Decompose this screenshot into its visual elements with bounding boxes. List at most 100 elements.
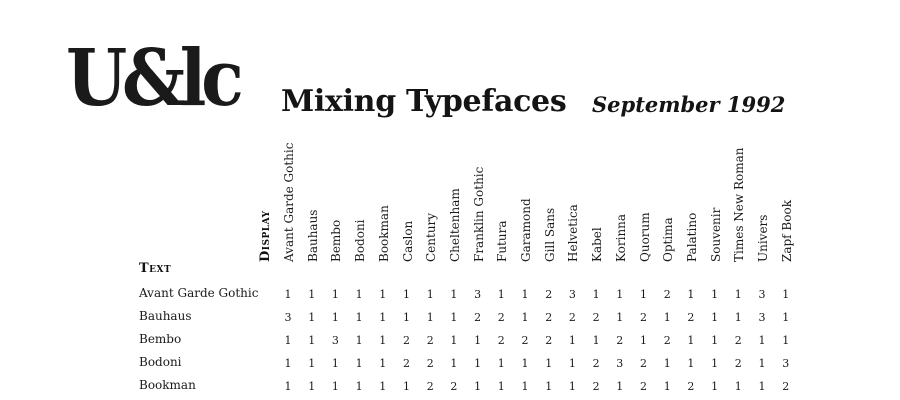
rating-cell: 2 [474, 311, 482, 324]
rating-cell: 1 [758, 357, 766, 370]
rating-cell: 1 [308, 357, 316, 370]
column-header: Quorum [637, 212, 652, 262]
rating-cell: 1 [711, 334, 719, 347]
rating-cell: 1 [640, 288, 647, 301]
rating-cell: 2 [640, 311, 647, 324]
rating-cell: 1 [284, 357, 292, 370]
rating-cell: 1 [687, 288, 695, 301]
column-header: Korinna [613, 213, 628, 262]
issue-date: September 1992 [592, 92, 786, 117]
column-header: Garamond [519, 198, 533, 262]
row-label: Bookman [139, 378, 196, 392]
rating-cell: 1 [379, 334, 387, 347]
rating-cell: 1 [545, 380, 553, 393]
column-header: Cheltenham [447, 188, 462, 262]
column-header: Century [424, 212, 439, 262]
rating-cell: 2 [592, 380, 600, 393]
rating-cell: 1 [284, 288, 292, 301]
rating-cell: 1 [782, 334, 790, 347]
rating-cell: 2 [663, 288, 671, 301]
rating-cell: 1 [758, 334, 766, 347]
rating-cell: 1 [687, 357, 695, 370]
rating-cell: 1 [711, 288, 719, 301]
rating-cell: 1 [331, 380, 339, 393]
column-header: Souvenir [708, 207, 723, 262]
rating-cell: 2 [426, 334, 434, 347]
rating-cell: 2 [640, 380, 647, 393]
rating-cell: 1 [474, 334, 482, 347]
rating-cell: 1 [521, 380, 529, 393]
rating-cell: 1 [568, 357, 576, 370]
rating-cell: 3 [616, 357, 624, 370]
column-header: Bookman [376, 205, 391, 262]
column-header: Avant Garde Gothic [282, 142, 296, 262]
rating-cell: 1 [355, 288, 363, 301]
column-header: Franklin Gothic [471, 166, 486, 262]
rating-cell: 1 [450, 311, 458, 324]
rating-cell: 1 [379, 311, 387, 324]
rating-cell: 1 [711, 380, 719, 393]
rating-cell: 2 [545, 334, 553, 347]
rating-cell: 1 [687, 334, 695, 347]
column-header: Caslon [400, 220, 415, 262]
column-header: Palatino [684, 212, 699, 262]
rating-cell: 2 [734, 334, 742, 347]
rating-cell: 1 [355, 380, 363, 393]
column-header: Helvetica [566, 204, 581, 262]
rating-cell: 1 [331, 357, 339, 370]
rating-cell: 1 [711, 311, 719, 324]
rating-cell: 1 [521, 311, 529, 324]
rating-cell: 1 [474, 357, 482, 370]
rating-cell: 1 [616, 311, 624, 324]
column-header: Gill Sans [542, 207, 557, 262]
rating-cell: 2 [687, 380, 695, 393]
rating-cell: 2 [687, 311, 695, 324]
rating-cell: 1 [592, 334, 600, 347]
rating-cell: 1 [331, 288, 339, 301]
row-label: Bauhaus [139, 309, 192, 323]
rating-cell: 1 [663, 311, 671, 324]
rating-cell: 1 [734, 380, 742, 393]
column-header: Bauhaus [305, 209, 320, 262]
rating-cell: 1 [616, 288, 624, 301]
rating-cell: 1 [308, 311, 316, 324]
rating-cell: 1 [734, 288, 742, 301]
rating-cell: 1 [379, 357, 387, 370]
rating-cell: 2 [663, 334, 671, 347]
rating-cell: 1 [450, 288, 458, 301]
rating-cell: 2 [592, 357, 600, 370]
rating-cell: 1 [592, 288, 600, 301]
rating-cell: 3 [474, 288, 482, 301]
rating-cell: 1 [640, 334, 647, 347]
rating-cell: 2 [734, 357, 742, 370]
rating-cell: 2 [426, 380, 434, 393]
text-axis-label: Text [139, 261, 172, 276]
rating-cell: 2 [521, 334, 529, 347]
column-header: Bodoni [353, 219, 368, 262]
rating-cell: 1 [521, 288, 529, 301]
rating-cell: 1 [355, 357, 363, 370]
rating-cell: 1 [403, 288, 410, 301]
column-header: Futura [495, 220, 510, 263]
rating-cell: 2 [592, 311, 600, 324]
rating-cell: 2 [782, 380, 790, 393]
rating-cell: 1 [758, 380, 766, 393]
rating-cell: 2 [426, 357, 434, 370]
rating-cell: 1 [497, 357, 505, 370]
column-header: Univers [756, 214, 770, 262]
rating-cell: 3 [782, 357, 790, 370]
rating-cell: 1 [403, 311, 410, 324]
rating-cell: 1 [426, 311, 434, 324]
rating-cell: 1 [284, 334, 292, 347]
rating-cell: 2 [545, 288, 553, 301]
rating-cell: 1 [284, 380, 292, 393]
rating-cell: 1 [450, 357, 458, 370]
row-label: Bodoni [139, 355, 182, 369]
rating-cell: 1 [497, 380, 505, 393]
rating-cell: 1 [426, 288, 434, 301]
rating-cell: 1 [331, 311, 339, 324]
row-label: Avant Garde Gothic [139, 286, 259, 300]
rating-cell: 1 [663, 380, 671, 393]
rating-cell: 1 [450, 334, 458, 347]
rating-cell: 1 [355, 334, 363, 347]
